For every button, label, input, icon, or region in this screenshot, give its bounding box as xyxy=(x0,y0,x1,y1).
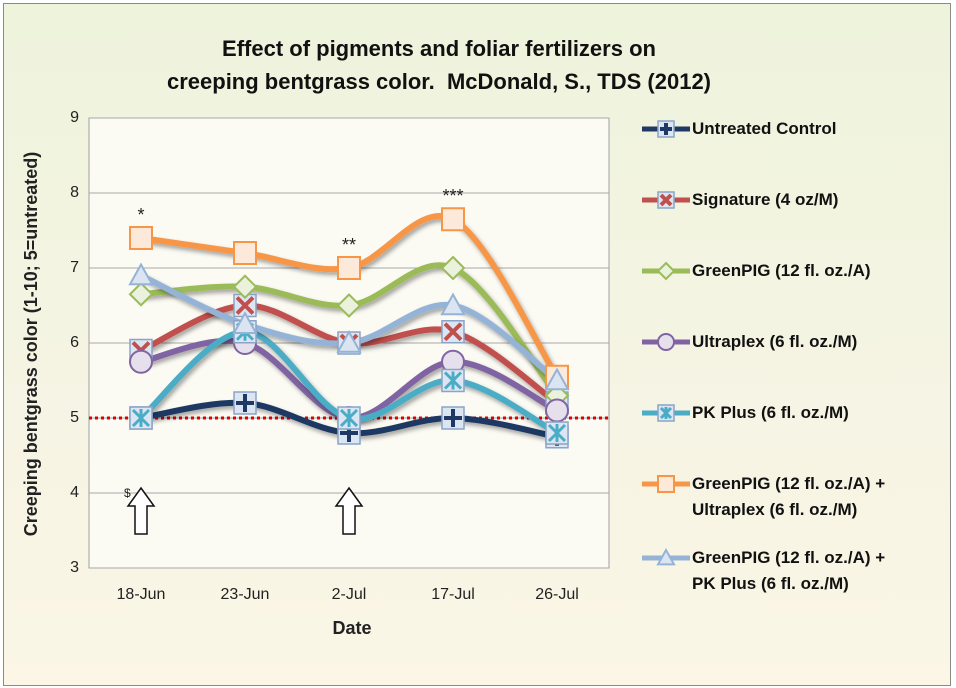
arrow-label: $ xyxy=(124,486,131,500)
marker xyxy=(336,293,362,318)
marker xyxy=(233,241,257,265)
arrow xyxy=(334,486,364,535)
marker xyxy=(545,421,569,445)
arrow xyxy=(126,486,156,535)
legend-swatch xyxy=(642,475,690,493)
legend-label: Untreated Control xyxy=(692,119,837,138)
marker xyxy=(336,329,362,353)
legend-swatch xyxy=(642,120,690,138)
series-line xyxy=(140,213,560,379)
marker xyxy=(129,406,153,430)
marker xyxy=(233,391,257,415)
legend-label: GreenPIG (12 fl. oz./A) + PK Plus (6 fl.… xyxy=(692,548,886,593)
x-tick-label: 2-Jul xyxy=(332,586,367,603)
chart-title: Effect of pigments and foliar fertilizer… xyxy=(166,36,712,94)
y-tick-label: 5 xyxy=(70,409,79,426)
marker xyxy=(441,207,465,232)
marker xyxy=(337,406,361,430)
legend-item: GreenPIG (12 fl. oz./A) xyxy=(640,258,871,284)
marker xyxy=(129,349,153,374)
legend-item: Ultraplex (6 fl. oz./M) xyxy=(640,329,857,355)
marker xyxy=(657,475,675,493)
marker xyxy=(657,404,675,422)
marker xyxy=(657,191,675,209)
x-tick-label: 18-Jun xyxy=(117,586,166,603)
y-tick-label: 7 xyxy=(70,259,79,276)
chart: Effect of pigments and foliar fertilizer… xyxy=(3,3,951,686)
legend-item: GreenPIG (12 fl. oz./A) + PK Plus (6 fl.… xyxy=(640,545,885,597)
y-tick-label: 6 xyxy=(70,334,79,351)
legend-swatch xyxy=(642,404,690,422)
legend-label: GreenPIG (12 fl. oz./A) xyxy=(692,261,871,280)
marker xyxy=(337,256,361,280)
marker xyxy=(544,367,570,391)
marker xyxy=(232,311,258,335)
x-axis-label: Date xyxy=(332,618,371,638)
marker xyxy=(657,333,675,351)
legend-label: PK Plus (6 fl. oz./M) xyxy=(692,403,849,422)
legend-item: Signature (4 oz/M) xyxy=(640,187,838,213)
annotation: * xyxy=(137,205,144,225)
legend-label: Ultraplex (6 fl. oz./M) xyxy=(692,332,858,351)
y-tick-label: 9 xyxy=(70,109,79,126)
legend-item: PK Plus (6 fl. oz./M) xyxy=(640,400,849,426)
marker xyxy=(441,406,465,430)
legend-label: GreenPIG (12 fl. oz./A) + Ultraplex (6 f… xyxy=(692,474,886,519)
legend-swatch xyxy=(642,547,690,566)
plot: Creeping bentgrass color (1-10; 5=untrea… xyxy=(21,109,610,638)
x-tick-label: 26-Jul xyxy=(535,586,579,603)
marker xyxy=(129,226,153,250)
y-tick-label: 3 xyxy=(70,559,79,576)
marker xyxy=(232,274,258,300)
marker xyxy=(656,261,676,281)
legend-item: GreenPIG (12 fl. oz./A) + Ultraplex (6 f… xyxy=(640,471,885,523)
legend-swatch xyxy=(642,333,690,351)
marker xyxy=(656,547,676,566)
y-tick-label: 4 xyxy=(70,484,79,501)
legend-swatch xyxy=(642,261,690,281)
x-tick-label: 17-Jul xyxy=(431,586,475,603)
marker xyxy=(128,281,154,307)
legend-label: Signature (4 oz/M) xyxy=(692,190,839,209)
legend-item: Untreated Control xyxy=(640,116,837,142)
legend-swatch xyxy=(642,191,690,209)
annotation: ** xyxy=(342,235,356,255)
y-axis-label: Creeping bentgrass color (1-10; 5=untrea… xyxy=(21,152,41,537)
marker xyxy=(440,292,466,316)
marker xyxy=(128,262,154,286)
marker xyxy=(441,320,465,344)
marker xyxy=(440,255,466,281)
annotation: *** xyxy=(442,186,463,206)
y-tick-label: 8 xyxy=(70,184,79,201)
marker xyxy=(545,398,569,423)
x-tick-label: 23-Jun xyxy=(221,586,270,603)
marker xyxy=(657,120,675,138)
marker xyxy=(441,368,465,393)
